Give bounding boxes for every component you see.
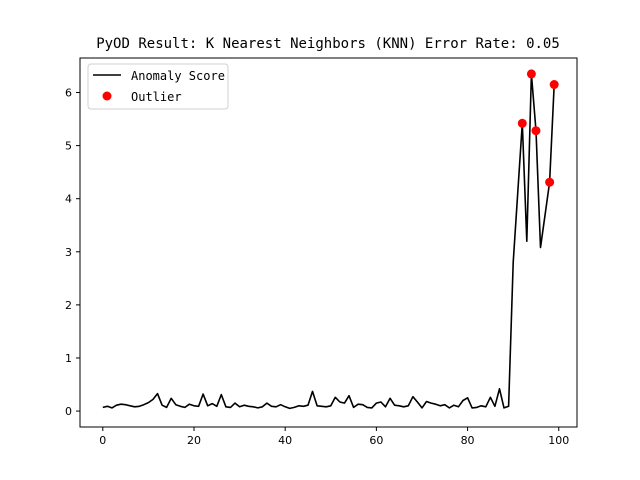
y-tick-label: 6 bbox=[65, 87, 72, 100]
outlier-point bbox=[545, 177, 555, 187]
outlier-point bbox=[526, 69, 536, 79]
legend: Anomaly Score Outlier bbox=[87, 63, 229, 110]
legend-label-anomaly-score: Anomaly Score bbox=[131, 69, 225, 83]
legend-label-outlier: Outlier bbox=[131, 90, 182, 104]
y-tick-label: 2 bbox=[65, 299, 72, 312]
y-axis: 0 1 2 3 4 5 6 bbox=[65, 87, 80, 418]
y-tick-label: 3 bbox=[65, 246, 72, 259]
outlier-point bbox=[517, 118, 527, 128]
x-tick-label: 80 bbox=[461, 434, 475, 447]
y-tick-label: 0 bbox=[65, 405, 72, 418]
x-tick-label: 0 bbox=[99, 434, 106, 447]
axes-border bbox=[79, 57, 578, 428]
plot-area bbox=[102, 69, 559, 410]
y-tick-label: 5 bbox=[65, 140, 72, 153]
x-tick-label: 100 bbox=[548, 434, 569, 447]
x-tick-label: 20 bbox=[187, 434, 201, 447]
outlier-point bbox=[549, 80, 559, 90]
legend-box bbox=[87, 63, 229, 110]
axes-frame bbox=[79, 57, 578, 428]
x-axis: 0 20 40 60 80 100 bbox=[99, 427, 569, 447]
outlier-point bbox=[531, 126, 541, 136]
x-tick-label: 40 bbox=[278, 434, 292, 447]
x-tick-label: 60 bbox=[369, 434, 383, 447]
anomaly-score-line bbox=[102, 73, 555, 410]
y-tick-label: 1 bbox=[65, 352, 72, 365]
y-tick-label: 4 bbox=[65, 193, 72, 206]
chart-title: PyOD Result: K Nearest Neighbors (KNN) E… bbox=[96, 36, 560, 52]
legend-dot-icon bbox=[102, 91, 112, 101]
